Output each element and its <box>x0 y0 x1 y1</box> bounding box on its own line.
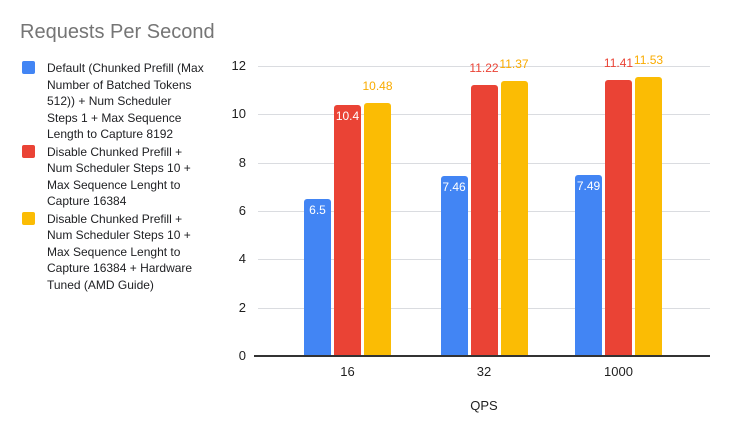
x-axis-line <box>254 355 710 357</box>
legend-swatch-yellow-square <box>22 211 35 225</box>
bar-value-label: 10.4 <box>335 108 360 123</box>
y-tick-label-0: 0 <box>238 348 246 363</box>
bar-value-label: 11.37 <box>499 57 529 72</box>
bar-value-label: 11.22 <box>469 60 499 75</box>
x-axis-labels: 16 32 1000 <box>258 364 710 380</box>
legend: Default (Chunked Prefill (Max Number of … <box>22 60 227 293</box>
bar-series0-qps1000: 7.49 <box>575 175 602 356</box>
bar-value-label: 7.46 <box>442 179 466 194</box>
bar-series1-qps16: 10.4 <box>334 104 361 356</box>
legend-swatch-blue-square <box>22 61 35 74</box>
y-tick-label-6: 6 <box>238 203 246 218</box>
bar-value-label: 10.48 <box>362 78 393 93</box>
bar-series0-qps32: 7.46 <box>440 175 468 356</box>
legend-swatch-red-square <box>22 144 35 158</box>
y-axis-labels: 0 2 4 6 8 10 12 <box>200 58 246 363</box>
bar-series1-qps1000: 11.41 <box>604 56 633 356</box>
bar-group-qps16: 6.5 10.4 10.48 <box>304 66 393 356</box>
bar-value-label: 11.41 <box>603 56 634 71</box>
bar-value-label: 7.49 <box>576 179 601 193</box>
bar-group-qps1000: 7.49 11.41 11.53 <box>575 53 663 356</box>
x-axis-title: QPS <box>470 398 498 413</box>
legend-label: Disable Chunked Prefill + Num Scheduler … <box>47 211 193 292</box>
y-tick-label-8: 8 <box>238 154 246 170</box>
legend-label: Disable Chunked Prefill + Num Scheduler … <box>47 144 191 209</box>
y-tick-label-10: 10 <box>231 106 246 122</box>
x-tick-label-32: 32 <box>476 364 492 379</box>
chart-title: Requests Per Second <box>20 21 215 43</box>
y-tick-label-12: 12 <box>231 58 246 73</box>
bar-series2-qps32: 11.37 <box>499 57 529 356</box>
bar-group-qps32: 7.46 11.22 11.37 <box>440 57 529 356</box>
legend-item-disable-chunked-prefill: Disable Chunked Prefill + Num Scheduler … <box>22 144 227 210</box>
bar-value-label: 6.5 <box>309 202 326 217</box>
gridline-y12 <box>258 66 710 67</box>
y-tick-label-2: 2 <box>238 299 246 315</box>
plot-area: 6.5 10.4 10.48 7.46 11.22 11.37 7.49 11.41 11.53 <box>254 53 710 357</box>
bar-series2-qps16: 10.48 <box>362 79 393 356</box>
bar-series1-qps32: 11.22 <box>469 61 499 356</box>
bar-series0-qps16: 6.5 <box>304 198 331 356</box>
bar-series2-qps1000: 11.53 <box>634 53 663 356</box>
legend-item-default-chunked-prefill: Default (Chunked Prefill (Max Number of … <box>22 60 227 143</box>
legend-item-disable-chunked-prefill-hardware-tuned: Disable Chunked Prefill + Num Scheduler … <box>22 211 227 294</box>
bar-value-label: 11.53 <box>633 53 664 68</box>
x-tick-label-1000: 1000 <box>604 364 633 379</box>
y-tick-label-4: 4 <box>238 251 246 267</box>
x-tick-label-16: 16 <box>340 364 355 379</box>
legend-label: Default (Chunked Prefill (Max Number of … <box>47 61 204 141</box>
